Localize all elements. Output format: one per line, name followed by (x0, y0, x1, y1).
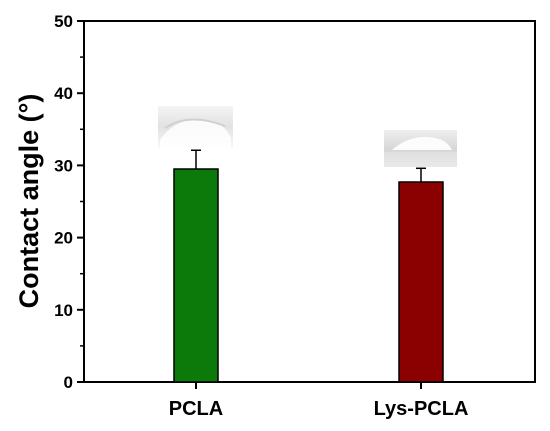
x-axis: PCLA Lys-PCLA (169, 382, 469, 420)
bars (173, 149, 444, 383)
plot-frame (83, 20, 536, 383)
x-tick-label: PCLA (169, 398, 223, 420)
y-tick-label: 10 (54, 301, 73, 320)
droplet-photo-pcla (158, 106, 233, 148)
y-tick-label: 0 (64, 373, 73, 392)
y-axis-title: Contact angle (°) (14, 94, 44, 309)
y-tick-label: 50 (54, 12, 73, 31)
droplet-photo-lys-pcla (384, 130, 457, 167)
bar-lys-pcla (398, 181, 444, 383)
y-axis: 0 10 20 30 40 50 (54, 12, 84, 392)
y-tick-label: 30 (54, 156, 73, 175)
y-tick-label: 20 (54, 229, 73, 248)
x-tick-label: Lys-PCLA (374, 398, 469, 420)
y-tick-label: 40 (54, 84, 73, 103)
bar-pcla (173, 168, 219, 383)
